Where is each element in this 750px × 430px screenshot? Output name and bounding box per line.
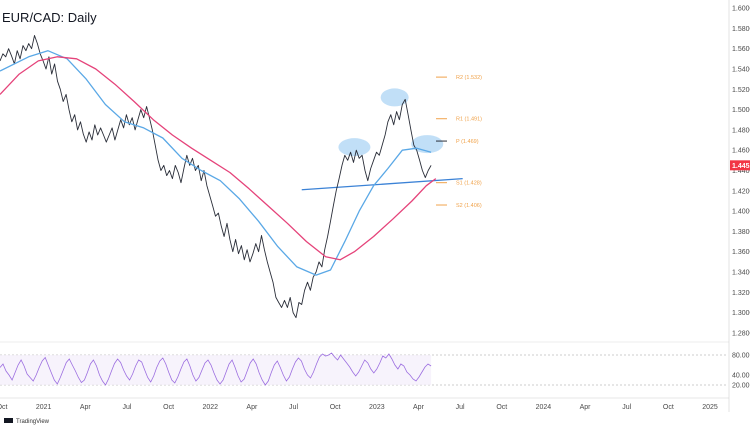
x-tick-label: Jul: [122, 404, 131, 411]
series-price: [0, 35, 432, 319]
tradingview-logo: TradingView: [4, 418, 50, 425]
x-tick-label: Apr: [580, 404, 592, 411]
y-tick-label: 1.46000: [732, 148, 750, 155]
support-trendline: [301, 177, 463, 191]
pivot-level-label: S1 (1.428): [456, 181, 482, 187]
series-lines: [0, 35, 437, 319]
y-tick-label: 1.60000: [732, 6, 750, 13]
pivot-level-label: P (1.469): [456, 139, 479, 145]
x-tick-label: Oct: [330, 404, 341, 411]
pivot-level-label: R2 (1.532): [456, 75, 482, 81]
x-axis: Oct 2021 Apr Jul Oct 2022 Apr Jul Oct 2023 Apr Jul O…: [0, 397, 729, 411]
x-tick-label: Oct: [496, 404, 507, 411]
highlight-ellipse: [411, 135, 444, 154]
y-tick-label: 1.58000: [732, 26, 750, 33]
svg-text:TradingView: TradingView: [16, 419, 50, 425]
chart-title: EUR/CAD: Daily: [2, 10, 97, 25]
y-tick-label: 1.38000: [732, 229, 750, 236]
series-ma-fast: [0, 50, 432, 276]
y-tick-label: 1.48000: [732, 127, 750, 134]
x-tick-label: Jul: [622, 404, 631, 411]
x-tick-label: Jul: [456, 404, 465, 411]
rsi-tick-label: 80.00: [732, 353, 750, 360]
rsi-tick-label: 20.00: [732, 383, 750, 390]
rsi-pane: 80.00 40.00 20.00: [0, 341, 750, 390]
x-tick-label: 2023: [369, 404, 385, 411]
x-tick-label: Apr: [413, 404, 425, 411]
price-tag-box: [730, 160, 750, 171]
highlight-ellipse: [380, 88, 409, 107]
y-tick-label: 1.54000: [732, 66, 750, 73]
x-tick-label: Oct: [0, 404, 7, 411]
y-tick-label: 1.56000: [732, 46, 750, 53]
x-tick-label: 2021: [36, 404, 52, 411]
price-tag-label: 1.44510: [732, 163, 750, 170]
rsi-tick-label: 40.00: [732, 373, 750, 380]
current-price-tag: 1.44510: [730, 160, 750, 171]
x-tick-label: Apr: [246, 404, 258, 411]
y-tick-label: 1.52000: [732, 87, 750, 94]
series-ma-slow: [0, 56, 437, 261]
y-tick-label: 1.40000: [732, 209, 750, 216]
y-axis: 1.60000 1.58000 1.56000 1.54000 1.52000 1.500…: [728, 0, 750, 412]
y-tick-label: 1.36000: [732, 249, 750, 256]
y-tick-label: 1.32000: [732, 290, 750, 297]
x-tick-label: Jul: [289, 404, 298, 411]
x-tick-label: Oct: [663, 404, 674, 411]
y-tick-label: 1.42000: [732, 188, 750, 195]
y-tick-label: 1.30000: [732, 310, 750, 317]
highlight-ellipses: [338, 88, 444, 157]
x-tick-label: Apr: [80, 404, 92, 411]
trendline-group: [301, 177, 463, 191]
x-tick-label: Oct: [163, 404, 174, 411]
y-tick-label: 1.44000: [732, 168, 750, 175]
highlight-ellipse: [338, 138, 371, 157]
pivot-levels: R2 (1.532) R1 (1.491) P (1.469) S1 (1.428) S…: [436, 75, 482, 209]
x-tick-label: 2025: [702, 404, 718, 411]
y-tick-label: 1.50000: [732, 107, 750, 114]
y-tick-label: 1.34000: [732, 270, 750, 277]
pivot-level-label: R1 (1.491): [456, 117, 482, 123]
pivot-level-label: S2 (1.406): [456, 203, 482, 209]
y-tick-label: 1.28000: [732, 330, 750, 337]
x-tick-label: 2022: [202, 404, 218, 411]
x-tick-label: 2024: [536, 404, 552, 411]
rsi-line: [0, 352, 432, 386]
